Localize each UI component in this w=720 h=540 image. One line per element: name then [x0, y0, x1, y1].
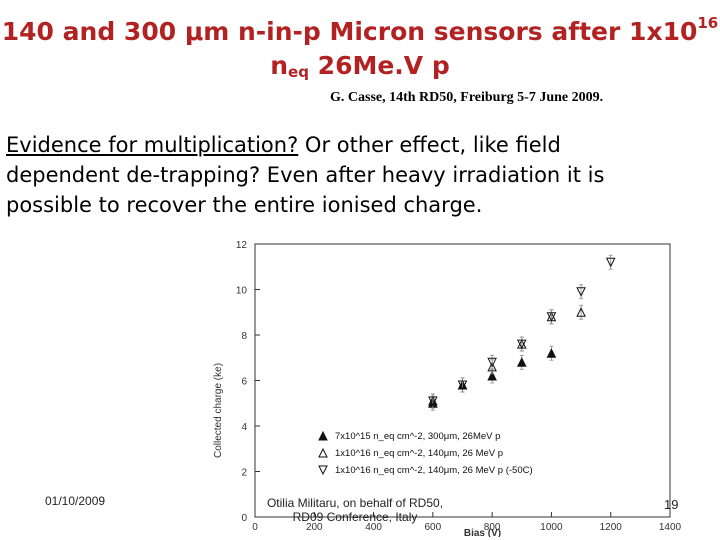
y-tick-label: 4 — [241, 422, 247, 433]
data-point-series-2 — [487, 361, 497, 372]
data-point-series-3 — [546, 312, 557, 322]
title-line-1: 140 and 300 μm n-in-p Micron sensors aft… — [1, 14, 719, 46]
slide-title: 140 and 300 μm n-in-p Micron sensors aft… — [0, 6, 720, 89]
data-point-series-1 — [487, 370, 497, 381]
x-tick-label: 1000 — [540, 522, 563, 533]
title-exponent: 16 — [697, 14, 719, 32]
collected-charge-chart: 0 200 400 600 800 1000 1200 1400 0 2 4 6 8 10 12 Bias (… — [213, 240, 682, 537]
data-point-series-2 — [576, 307, 586, 317]
y-tick-label: 0 — [241, 513, 247, 524]
legend-marker — [318, 465, 328, 476]
data-point-series-3 — [576, 287, 586, 297]
legend-entry: 1x10^16 n_eq cm^-2, 140μm, 26 MeV p (-50… — [335, 465, 533, 476]
x-tick-label: 1400 — [659, 522, 682, 533]
body-text: Evidence for multiplication? Or other ef… — [6, 130, 626, 220]
data-point-series-3 — [605, 257, 616, 268]
x-tick-label: 1200 — [600, 522, 623, 533]
footer-date: 01/10/2009 — [45, 494, 106, 508]
data-point-series-1 — [516, 357, 527, 367]
x-tick-label: 600 — [425, 522, 442, 533]
body-rest: Or other effect, like field dependent de… — [6, 133, 605, 217]
y-tick-label: 8 — [241, 331, 247, 342]
footer-presenter-line-1: Otilia Militaru, on behalf of RD50, — [266, 496, 444, 510]
data-point-series-3 — [487, 357, 497, 368]
citation: G. Casse, 14th RD50, Freiburg 5-7 June 2… — [330, 90, 604, 105]
legend-marker — [318, 447, 328, 458]
x-tick-label: 800 — [484, 522, 501, 533]
data-point-series-3 — [516, 339, 527, 350]
x-tick-label: 200 — [306, 522, 323, 533]
y-axis-label: Collected charge (ke) — [213, 363, 224, 458]
title-line-2: neq 26Me.V p — [270, 51, 450, 81]
body-underlined-question: Evidence for multiplication? — [6, 133, 299, 157]
legend-marker — [318, 430, 328, 441]
y-tick-label: 10 — [236, 286, 248, 297]
footer-presenter: Otilia Militaru, on behalf of RD50, RD09… — [250, 496, 460, 524]
data-point-series-3 — [457, 380, 468, 391]
data-point-series-1 — [546, 348, 557, 358]
x-tick-label: 400 — [365, 522, 382, 533]
slide-number: 19 — [664, 497, 679, 512]
footer-presenter-line-2: RD09 Conference, Italy — [292, 510, 418, 524]
legend-entry: 7x10^15 n_eq cm^-2, 300μm, 26MeV p — [335, 431, 500, 442]
legend-entry: 1x10^16 n_eq cm^-2, 140μm, 26 MeV p — [335, 448, 503, 459]
x-tick-label: 0 — [252, 522, 258, 533]
y-tick-label: 12 — [236, 240, 248, 251]
data-point-series-3 — [428, 396, 438, 407]
y-tick-label: 2 — [241, 468, 247, 479]
title-subscript: eq — [288, 63, 309, 81]
mu-symbol: μ — [184, 17, 204, 46]
x-axis-label: Bias (V) — [464, 528, 501, 537]
y-tick-label: 6 — [241, 377, 247, 388]
